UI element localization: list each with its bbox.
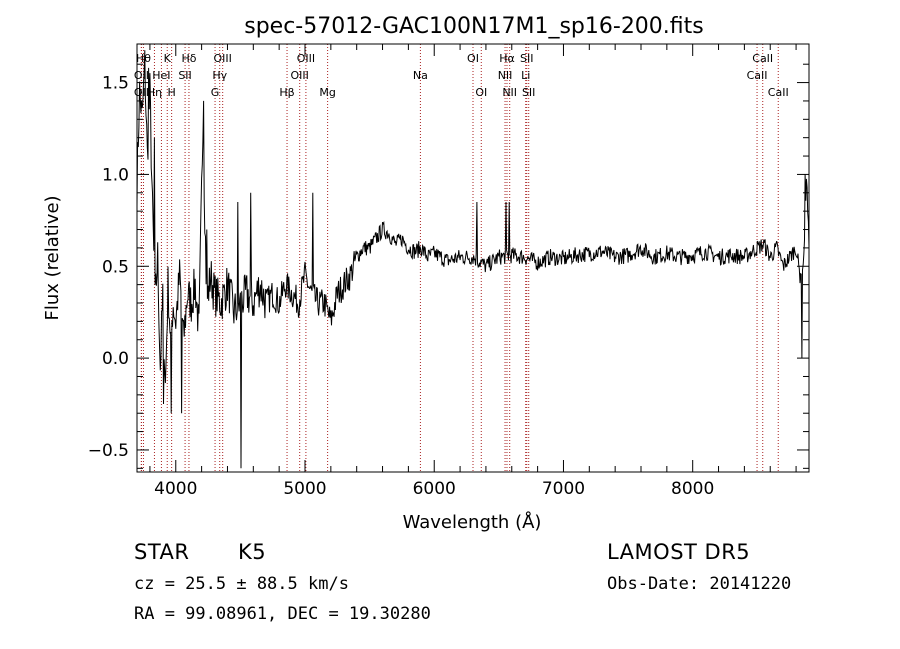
chart-title: spec-57012-GAC100N17M1_sp16-200.fits [244, 14, 704, 39]
y-axis-label: Flux (relative) [42, 195, 63, 320]
marker-label: K [164, 52, 172, 65]
x-tick-label: 6000 [413, 479, 456, 499]
marker-label: NII [502, 86, 517, 99]
plot-frame [136, 43, 810, 473]
ra-dec-text: RA = 99.08961, DEC = 19.30280 [134, 604, 431, 624]
marker-label: SII [178, 69, 191, 82]
x-tick-label: 7000 [542, 479, 585, 499]
y-tick-label: 0.5 [102, 257, 129, 277]
y-tick-label: 0.0 [102, 349, 129, 369]
marker-label: G [211, 86, 220, 99]
x-axis-label: Wavelength (Å) [403, 511, 542, 533]
marker-label: OIII [291, 69, 309, 82]
redshift-text: cz = 25.5 ± 88.5 km/s [134, 574, 349, 594]
marker-label: OIII [213, 52, 231, 65]
marker-label: Mg [319, 86, 335, 99]
marker-label: HeI [152, 69, 170, 82]
marker-label: NII [498, 69, 513, 82]
marker-label: OI [475, 86, 487, 99]
y-tick-label: 1.0 [102, 165, 129, 185]
obs-date-text: Obs-Date: 20141220 [607, 574, 792, 594]
marker-label: Hθ [136, 52, 151, 65]
marker-label: CaII [752, 52, 773, 65]
spectral-line-labels: HθOIIOIIHηHeIKHSIIHδGHγOIIIHβOIIIOIIIMgN… [134, 52, 789, 99]
y-tick-label: 1.5 [102, 74, 129, 94]
marker-label: OI [467, 52, 479, 65]
y-tick-label: −0.5 [88, 441, 129, 461]
x-tick-labels: 4000 5000 6000 7000 8000 [154, 479, 714, 499]
marker-label: Li [521, 69, 530, 82]
object-class: STAR [134, 540, 190, 564]
x-tick-label: 4000 [154, 479, 197, 499]
marker-label: SII [520, 52, 533, 65]
marker-label: CaII [768, 86, 789, 99]
spectrum-series [136, 50, 810, 469]
y-tick-labels: −0.5 0.0 0.5 1.0 1.5 [88, 74, 129, 461]
marker-label: Hγ [212, 69, 227, 82]
x-tick-label: 5000 [283, 479, 326, 499]
marker-label: Hδ [181, 52, 196, 65]
object-subclass: K5 [238, 540, 267, 564]
marker-label: H [167, 86, 175, 99]
spectrum-line [136, 50, 810, 469]
axis-ticks [137, 44, 809, 472]
marker-label: OIII [297, 52, 315, 65]
marker-label: Hα [499, 52, 515, 65]
marker-label: OII [134, 69, 149, 82]
marker-label: SII [522, 86, 535, 99]
x-tick-label: 8000 [671, 479, 714, 499]
marker-label: CaII [747, 69, 768, 82]
marker-label: Na [413, 69, 428, 82]
marker-label: Hβ [279, 86, 294, 99]
survey-label: LAMOST DR5 [607, 540, 751, 564]
